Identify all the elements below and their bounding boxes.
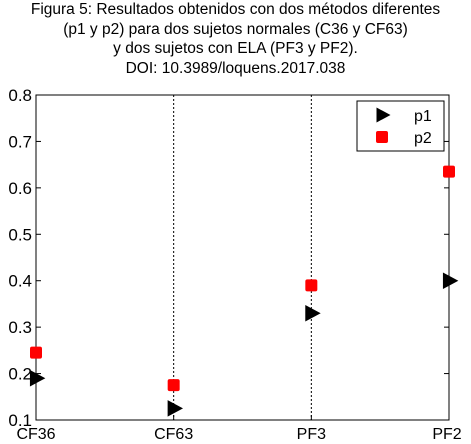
plot-frame bbox=[35, 94, 450, 421]
x-tick-label: CF63 bbox=[154, 426, 193, 443]
point-p1 bbox=[167, 400, 184, 417]
point-p1 bbox=[29, 369, 46, 387]
x-tick-label: CF36 bbox=[16, 426, 55, 443]
legend-label-p1: p1 bbox=[414, 108, 432, 125]
legend-box bbox=[356, 100, 445, 152]
title-line-1: Figura 5: Resultados obtenidos con dos m… bbox=[30, 1, 441, 18]
data-marks bbox=[29, 165, 459, 417]
y-tick-label: 0.4 bbox=[8, 272, 32, 291]
point-p2 bbox=[167, 379, 180, 392]
point-p2 bbox=[443, 165, 455, 178]
y-tick-label: 0.6 bbox=[8, 179, 32, 198]
point-p1 bbox=[305, 304, 321, 322]
title-line-2: (p1 y p2) para dos sujetos normales (C36… bbox=[63, 20, 408, 38]
point-p2 bbox=[30, 346, 42, 359]
title-line-4: DOI: 10.3989/loquens.2017.038 bbox=[125, 59, 346, 77]
x-tick-label: PF3 bbox=[297, 426, 326, 443]
y-tick-label: 0.8 bbox=[8, 86, 32, 105]
legend-marker-p1 bbox=[376, 107, 391, 123]
y-tick-label: 0.2 bbox=[8, 365, 32, 384]
grid-lines bbox=[173, 95, 312, 420]
point-p1 bbox=[442, 272, 459, 289]
chart-title: Figura 5: Resultados obtenidos con dos m… bbox=[0, 0, 471, 78]
title-line-3: y dos sujetos con ELA (PF3 y PF2). bbox=[113, 40, 358, 57]
x-tick-label: PF2 bbox=[432, 426, 461, 443]
y-tick-label: 0.3 bbox=[8, 318, 32, 337]
y-tick-label: 0.7 bbox=[8, 132, 32, 151]
point-p2 bbox=[305, 279, 318, 292]
legend-marker-p2 bbox=[376, 131, 388, 143]
axes: 0.1 0.2 0.3 0.4 0.5 0.6 0.7 0.8 CF36 CF63 PF3 PF2 bbox=[8, 86, 461, 443]
y-tick-label: 0.1 bbox=[8, 411, 32, 430]
legend-label-p2: p2 bbox=[414, 130, 432, 147]
y-tick-label: 0.5 bbox=[8, 225, 32, 244]
